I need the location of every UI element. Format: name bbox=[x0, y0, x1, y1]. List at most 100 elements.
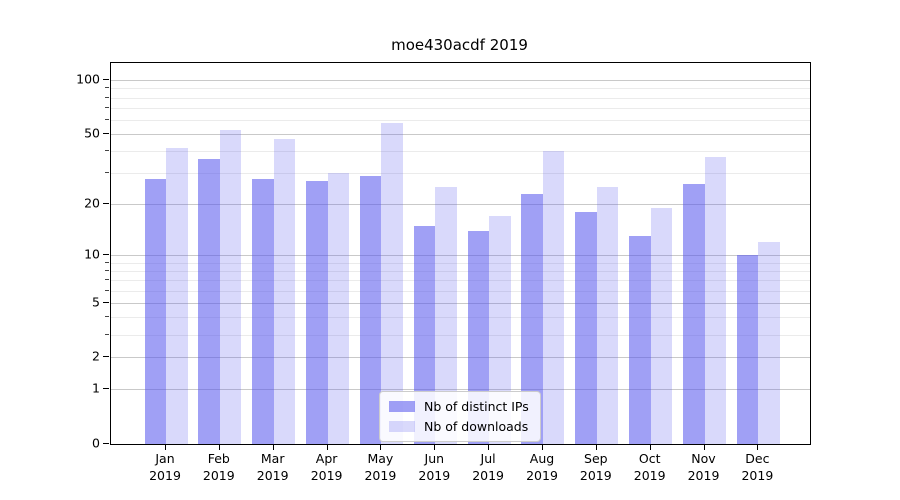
x-tick-mark-nov bbox=[703, 444, 705, 450]
x-tick-label-feb: Feb 2019 bbox=[202, 451, 235, 483]
gridline-y-10 bbox=[111, 255, 810, 256]
bar-may-distinct-ips bbox=[359, 175, 382, 444]
x-tick-mark-aug bbox=[542, 444, 543, 450]
y-minor-tick-mark-80 bbox=[105, 96, 109, 98]
gridline-y-5 bbox=[111, 302, 810, 304]
gridline-y-2 bbox=[111, 357, 810, 359]
gridline-y-100 bbox=[111, 80, 810, 82]
chart-title: moe430acdf 2019 bbox=[391, 36, 528, 54]
y-tick-mark-20 bbox=[103, 203, 109, 204]
x-tick-mark-mar bbox=[272, 444, 274, 450]
gridline-y-3 bbox=[111, 334, 810, 336]
bar-may-downloads bbox=[381, 122, 403, 444]
y-tick-label-100: 100 bbox=[76, 71, 100, 87]
plot-area: Nb of distinct IPs Nb of downloads bbox=[110, 62, 811, 445]
bar-jun-distinct-ips bbox=[413, 225, 436, 444]
legend-label-distinct-ips: Nb of distinct IPs bbox=[424, 399, 529, 414]
gridline-y-50 bbox=[111, 134, 810, 136]
x-tick-mark-may bbox=[380, 444, 382, 450]
x-tick-label-aug: Aug 2019 bbox=[526, 451, 558, 483]
y-tick-mark-0 bbox=[103, 443, 109, 444]
y-minor-tick-mark-7 bbox=[105, 279, 109, 281]
bar-aug-downloads bbox=[542, 151, 565, 444]
legend-row-distinct-ips: Nb of distinct IPs bbox=[389, 399, 529, 414]
y-tick-mark-10 bbox=[103, 254, 109, 255]
x-tick-mark-dec bbox=[757, 444, 759, 450]
y-tick-label-2: 2 bbox=[92, 348, 100, 364]
bar-jun-downloads bbox=[435, 187, 457, 444]
y-minor-tick-mark-60 bbox=[105, 119, 109, 120]
bar-oct-distinct-ips bbox=[629, 236, 651, 444]
gridline-y-40 bbox=[111, 151, 810, 153]
x-tick-label-sep: Sep 2019 bbox=[579, 451, 612, 483]
gridline-y-7 bbox=[111, 280, 810, 282]
bar-apr-distinct-ips bbox=[306, 181, 328, 444]
y-minor-tick-mark-6 bbox=[105, 289, 109, 291]
y-tick-mark-5 bbox=[103, 301, 109, 303]
legend: Nb of distinct IPs Nb of downloads bbox=[379, 391, 541, 442]
y-tick-mark-50 bbox=[103, 133, 109, 135]
y-minor-tick-mark-30 bbox=[105, 172, 109, 174]
bar-sep-distinct-ips bbox=[575, 211, 597, 444]
x-tick-mark-feb bbox=[218, 444, 220, 450]
gridline-y-4 bbox=[111, 317, 810, 319]
y-tick-mark-100 bbox=[103, 79, 109, 81]
gridline-y-1 bbox=[111, 389, 810, 391]
y-minor-tick-mark-40 bbox=[105, 150, 109, 152]
y-minor-tick-mark-3 bbox=[105, 333, 109, 335]
y-minor-tick-mark-4 bbox=[105, 316, 109, 318]
x-tick-mark-jun bbox=[434, 444, 436, 450]
y-minor-tick-mark-70 bbox=[105, 107, 109, 108]
y-tick-label-20: 20 bbox=[84, 195, 100, 211]
x-tick-label-nov: Nov 2019 bbox=[687, 451, 720, 483]
y-tick-label-5: 5 bbox=[92, 294, 100, 310]
y-tick-label-50: 50 bbox=[84, 125, 100, 141]
gridline-y-60 bbox=[111, 120, 810, 121]
bar-apr-downloads bbox=[327, 173, 350, 444]
y-tick-mark-1 bbox=[103, 388, 109, 390]
x-tick-label-mar: Mar 2019 bbox=[256, 451, 289, 483]
bar-feb-downloads bbox=[219, 129, 242, 444]
bar-dec-distinct-ips bbox=[736, 255, 759, 444]
bar-feb-distinct-ips bbox=[198, 159, 220, 444]
x-tick-label-jan: Jan 2019 bbox=[149, 451, 181, 483]
gridline-y-90 bbox=[111, 88, 810, 90]
bar-jan-downloads bbox=[166, 147, 188, 444]
x-tick-mark-sep bbox=[595, 444, 597, 450]
legend-swatch-distinct-ips-icon bbox=[389, 401, 415, 412]
y-minor-tick-mark-90 bbox=[105, 87, 109, 89]
gridline-y-80 bbox=[111, 97, 810, 99]
gridline-y-20 bbox=[111, 204, 810, 205]
y-tick-label-1: 1 bbox=[92, 380, 100, 396]
x-tick-mark-oct bbox=[649, 444, 651, 450]
x-tick-label-oct: Oct 2019 bbox=[633, 451, 666, 483]
bar-jul-downloads bbox=[489, 216, 511, 444]
x-tick-mark-apr bbox=[326, 444, 328, 450]
bar-jul-distinct-ips bbox=[467, 230, 490, 444]
legend-swatch-downloads-icon bbox=[389, 421, 415, 432]
x-tick-mark-jan bbox=[165, 444, 166, 450]
x-tick-label-may: May 2019 bbox=[364, 451, 397, 483]
gridline-y-9 bbox=[111, 262, 810, 264]
bar-oct-downloads bbox=[650, 207, 673, 444]
bar-aug-distinct-ips bbox=[521, 193, 543, 444]
x-tick-label-jul: Jul 2019 bbox=[472, 451, 504, 483]
bar-dec-downloads bbox=[758, 241, 780, 444]
gridline-y-70 bbox=[111, 108, 810, 109]
y-tick-label-10: 10 bbox=[84, 246, 100, 262]
x-tick-label-dec: Dec 2019 bbox=[741, 451, 774, 483]
gridline-y-8 bbox=[111, 270, 810, 272]
legend-label-downloads: Nb of downloads bbox=[424, 419, 529, 434]
bar-sep-downloads bbox=[596, 187, 619, 444]
legend-row-downloads: Nb of downloads bbox=[389, 419, 529, 434]
x-tick-label-jun: Jun 2019 bbox=[418, 451, 451, 483]
y-minor-tick-mark-8 bbox=[105, 269, 109, 271]
bar-nov-downloads bbox=[704, 157, 726, 444]
gridline-y-30 bbox=[111, 173, 810, 175]
y-minor-tick-mark-9 bbox=[105, 261, 109, 263]
bar-mar-downloads bbox=[273, 138, 296, 444]
bar-mar-distinct-ips bbox=[252, 178, 274, 444]
x-tick-label-apr: Apr 2019 bbox=[310, 451, 343, 483]
y-tick-mark-2 bbox=[103, 356, 109, 358]
